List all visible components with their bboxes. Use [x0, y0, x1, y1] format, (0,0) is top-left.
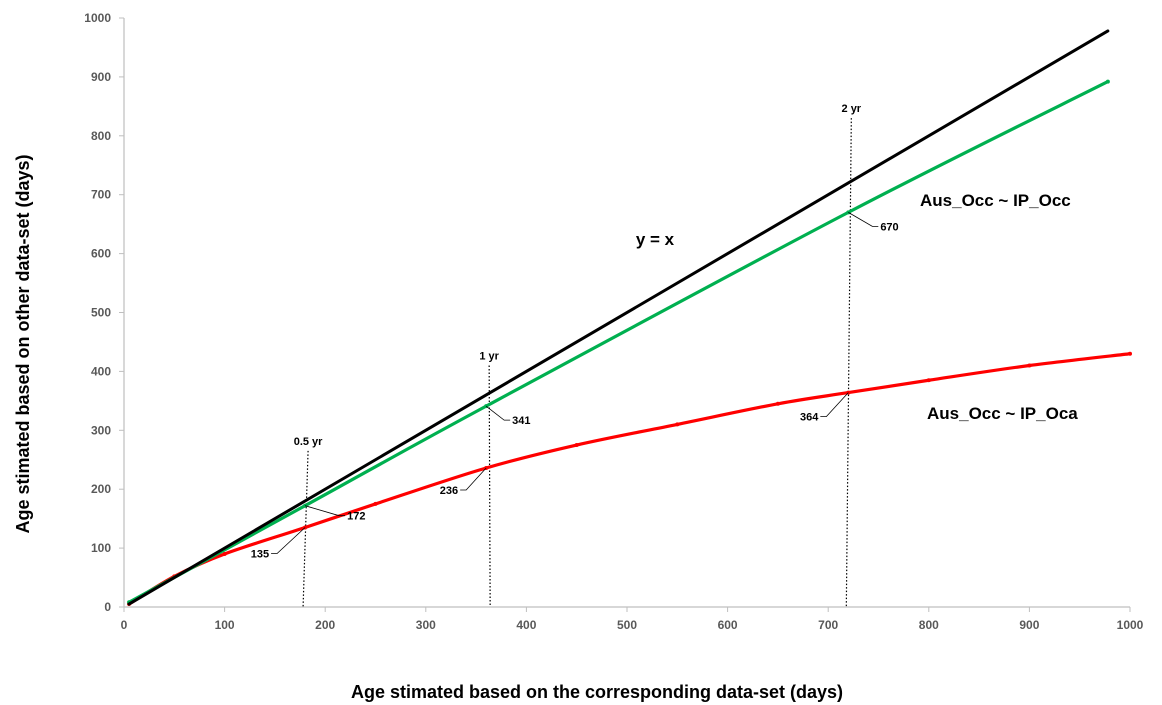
x-tick-label: 800	[919, 618, 939, 632]
y-tick-label: 600	[91, 247, 111, 261]
point-label-leader	[485, 405, 511, 421]
x-tick-label: 400	[516, 618, 536, 632]
series-point	[675, 422, 680, 427]
x-tick-label: 500	[617, 618, 637, 632]
reference-line	[488, 365, 491, 608]
point-label-leader	[820, 392, 849, 418]
reference-line	[845, 118, 852, 608]
series-point	[1027, 363, 1032, 368]
y-tick-label: 800	[91, 129, 111, 143]
y-tick-label: 100	[91, 541, 111, 555]
reference-line-label: 2 yr	[842, 103, 862, 115]
x-tick-label: 700	[818, 618, 838, 632]
point-label: 364	[800, 412, 819, 424]
ticks: 0 100 200 300 400 500 600 700 800 900 1000 0 100 200 3…	[84, 11, 1143, 632]
x-tick-label: 600	[718, 618, 738, 632]
series-line	[127, 29, 1110, 606]
x-tick-label: 100	[215, 618, 235, 632]
series-layer	[127, 29, 1132, 607]
series-point	[222, 551, 227, 556]
y-tick-label: 500	[91, 306, 111, 320]
x-tick-label: 1000	[1117, 618, 1144, 632]
y-tick-label: 400	[91, 364, 111, 378]
series-point	[1105, 79, 1110, 84]
series-point	[775, 401, 780, 406]
y-tick-label: 200	[91, 482, 111, 496]
reference-line-label: 1 yr	[479, 351, 499, 363]
point-label: 135	[251, 548, 269, 560]
series-line	[127, 352, 1132, 606]
series-labels: y = x Aus_Occ ~ IP_Occ Aus_Occ ~ IP_Oca	[636, 191, 1078, 423]
point-label-leader	[848, 212, 879, 227]
point-label-leader	[304, 505, 346, 517]
point-label: 670	[880, 221, 898, 233]
reference-line-label: 0.5 yr	[294, 436, 323, 448]
y-tick-label: 700	[91, 188, 111, 202]
point-label-leader	[271, 527, 306, 554]
point-label: 236	[440, 485, 458, 497]
y-tick-label: 300	[91, 423, 111, 437]
point-label: 172	[347, 511, 365, 523]
x-tick-label: 0	[121, 618, 128, 632]
x-tick-label: 200	[315, 618, 335, 632]
point-label: 341	[512, 415, 530, 427]
series-point	[373, 501, 378, 506]
series-name-label: Aus_Occ ~ IP_Occ	[920, 191, 1071, 210]
y-tick-label: 900	[91, 70, 111, 84]
series-point	[1128, 351, 1132, 356]
y-tick-label: 1000	[84, 11, 111, 25]
series-name-label: y = x	[636, 230, 675, 249]
y-axis-title: Age stimated based on other data-set (da…	[13, 154, 33, 533]
series-point	[574, 443, 579, 448]
series-line	[127, 80, 1110, 604]
series-point	[926, 378, 931, 383]
annotation-layer: 172 341 670 135 236 364	[251, 212, 899, 560]
y-tick-label: 0	[104, 600, 111, 614]
x-tick-label: 300	[416, 618, 436, 632]
x-axis-title: Age stimated based on the corresponding …	[351, 682, 843, 702]
point-label-leader	[460, 467, 487, 491]
x-tick-label: 900	[1019, 618, 1039, 632]
series-name-label: Aus_Occ ~ IP_Oca	[927, 404, 1078, 423]
